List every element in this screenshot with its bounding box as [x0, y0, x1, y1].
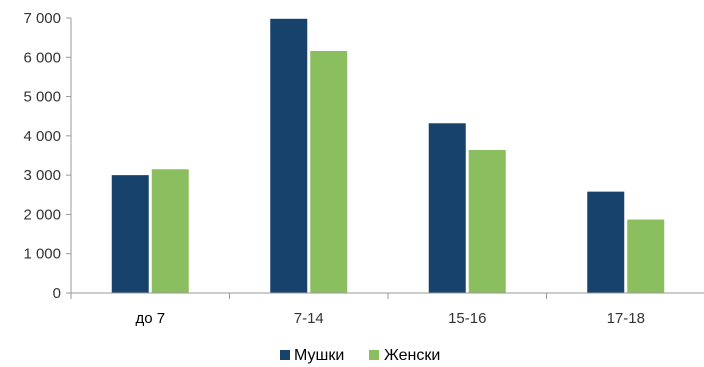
x-tick-label: 15-16	[448, 310, 486, 327]
legend-label: Мушки	[294, 347, 344, 364]
legend-label: Женски	[384, 347, 440, 364]
y-tick-label: 6 000	[23, 49, 61, 66]
legend-swatch-Мушки	[280, 350, 290, 360]
y-tick-label: 7 000	[23, 10, 61, 27]
bar-Женски-17-18	[627, 219, 665, 293]
bar-Женски-15-16	[468, 150, 506, 293]
y-axis-ticks: 0 1 000 2 000 3 000 4 000 5 000 6 000 7 000	[23, 10, 71, 302]
x-tick-label: 7-14	[294, 310, 324, 327]
bar-Мушки-до 7	[111, 175, 149, 293]
bars	[111, 18, 665, 294]
bar-Мушки-15-16	[428, 123, 466, 294]
y-tick-label: 5 000	[23, 89, 61, 106]
bar-Женски-до 7	[151, 169, 189, 293]
y-tick-label: 1 000	[23, 246, 61, 263]
y-tick-label: 4 000	[23, 128, 61, 145]
legend: Мушки Женски	[280, 347, 440, 364]
x-tick-label: 17-18	[607, 310, 645, 327]
x-axis-ticks: до 7 7-14 15-16 17-18	[70, 293, 645, 327]
x-tick-label: до 7	[135, 310, 165, 327]
bar-Женски-7-14	[310, 51, 348, 293]
y-tick-label: 2 000	[23, 206, 61, 223]
y-tick-label: 3 000	[23, 167, 61, 184]
y-tick-label: 0	[53, 285, 61, 302]
legend-swatch-Женски	[369, 350, 379, 360]
bar-Мушки-7-14	[270, 18, 308, 294]
bar-Мушки-17-18	[587, 191, 625, 293]
